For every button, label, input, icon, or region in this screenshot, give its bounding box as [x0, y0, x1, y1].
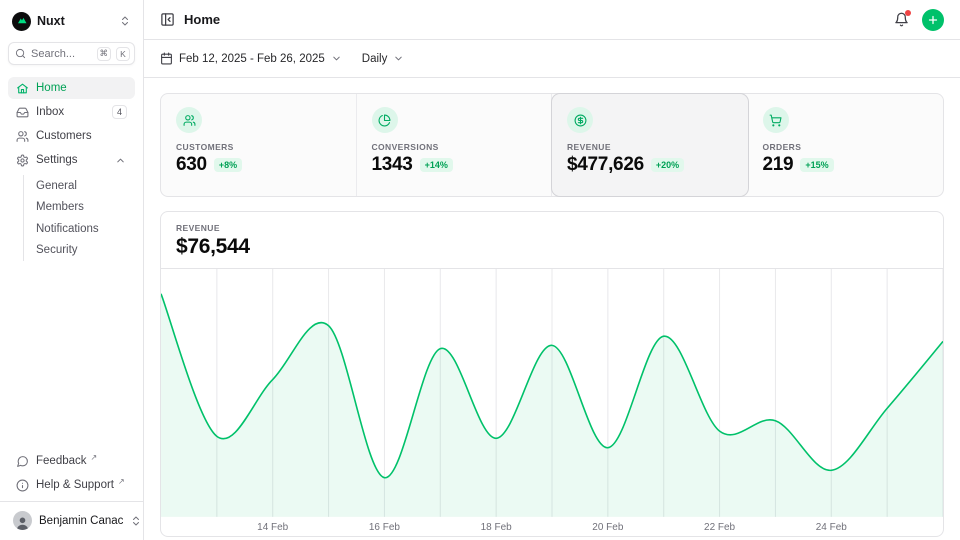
date-range-value: Feb 12, 2025 - Feb 26, 2025	[179, 52, 325, 65]
panel-left-close-icon	[161, 13, 174, 26]
x-tick-label: 18 Feb	[481, 522, 512, 533]
header-left: Home	[160, 12, 220, 27]
workspace-name: Nuxt	[37, 14, 65, 28]
search-placeholder: Search...	[31, 47, 76, 60]
stat-card-customers[interactable]: CUSTOMERS 630 +8%	[161, 94, 357, 196]
sidebar-footer-links: Feedback ↗ Help & Support ↗	[0, 450, 143, 501]
stat-card-conversions[interactable]: CONVERSIONS 1343 +14%	[357, 94, 552, 196]
revenue-chart-svg: 14 Feb 16 Feb 18 Feb 20 Feb 22 Feb 24 Feb	[161, 269, 943, 533]
stat-label: ORDERS	[762, 142, 802, 152]
x-tick-label: 22 Feb	[704, 522, 735, 533]
circle-dollar-icon	[574, 114, 586, 126]
x-tick-label: 16 Feb	[369, 522, 400, 533]
user-menu[interactable]: Benjamin Canac	[8, 509, 140, 532]
message-bubble-icon	[17, 455, 28, 467]
users-icon	[183, 114, 195, 126]
sidebar-nav: Home Inbox 4 Customers Settings General …	[0, 65, 143, 261]
change-badge: +20%	[650, 158, 685, 172]
inbox-count-badge: 4	[111, 104, 127, 120]
stats-row: CUSTOMERS 630 +8% CONVERSIONS 1343 +14%	[160, 93, 944, 197]
header-right	[894, 8, 944, 31]
page-header: Home	[144, 0, 960, 40]
change-badge: +14%	[419, 158, 453, 172]
revenue-chart-card: REVENUE $76,544 14 Feb 16 Feb 18 Feb 20 Feb…	[160, 211, 944, 537]
stat-value: 630	[176, 154, 207, 175]
sidebar-item-home[interactable]: Home	[8, 77, 135, 99]
stat-label: CONVERSIONS	[371, 142, 439, 152]
user-avatar	[13, 511, 32, 530]
gear-icon	[17, 154, 28, 166]
stat-value: 219	[762, 154, 794, 175]
period-value: Daily	[361, 52, 388, 65]
feedback-link[interactable]: Feedback ↗	[8, 450, 135, 472]
chevrons-up-down-icon	[119, 15, 131, 27]
date-range-picker[interactable]: Feb 12, 2025 - Feb 26, 2025	[160, 52, 342, 65]
sidebar-item-settings[interactable]: Settings	[8, 149, 135, 171]
area-fill	[161, 293, 943, 517]
chevron-down-icon	[333, 56, 340, 61]
stat-label: CUSTOMERS	[176, 142, 234, 152]
stat-card-orders[interactable]: ORDERS 219 +15%	[748, 94, 944, 196]
home-icon	[17, 83, 28, 93]
area-line	[161, 293, 943, 479]
period-select[interactable]: Daily	[362, 53, 405, 65]
search-input[interactable]: Search... ⌘ K	[8, 42, 135, 65]
chevron-down-icon	[395, 56, 403, 61]
sidebar-user-section: Benjamin Canac	[0, 501, 143, 540]
external-link-icon: ↗	[118, 477, 125, 486]
change-badge: +15%	[800, 158, 834, 172]
change-badge: +8%	[213, 158, 243, 172]
stat-value: $477,626	[567, 154, 644, 175]
chevron-up-icon	[117, 158, 124, 162]
sidebar-spacer	[0, 261, 143, 450]
sidebar-item-inbox[interactable]: Inbox 4	[8, 101, 135, 123]
main-area: Home Feb 12, 2025 - Feb 26, 2025 Daily	[144, 0, 960, 540]
sidebar: Nuxt Search... ⌘ K Home Inbox 4	[0, 0, 144, 540]
calendar-icon	[161, 52, 172, 65]
collapse-sidebar-button[interactable]	[160, 12, 175, 27]
sidebar-top: Nuxt Search... ⌘ K	[0, 0, 143, 65]
cmd-keycap: ⌘	[96, 46, 111, 61]
notification-dot	[905, 10, 911, 16]
bell-icon	[895, 12, 908, 27]
inbox-icon	[16, 107, 29, 117]
notifications-button[interactable]	[894, 10, 911, 27]
workspace-selector[interactable]: Nuxt	[8, 8, 135, 34]
cart-icon	[769, 114, 782, 126]
users-icon	[16, 130, 29, 142]
filters-toolbar: Feb 12, 2025 - Feb 26, 2025 Daily	[144, 40, 960, 78]
stat-label: REVENUE	[567, 142, 611, 152]
help-support-link[interactable]: Help & Support ↗	[8, 474, 135, 496]
external-link-icon: ↗	[90, 453, 98, 462]
sidebar-item-security[interactable]: Security	[36, 244, 78, 257]
x-tick-label: 24 Feb	[816, 522, 847, 533]
stat-card-revenue[interactable]: REVENUE $477,626 +20%	[552, 94, 748, 196]
x-tick-label: 14 Feb	[257, 522, 288, 533]
k-keycap: K	[116, 46, 130, 61]
page-title: Home	[184, 12, 221, 27]
chart-header: REVENUE $76,544	[161, 212, 943, 269]
chart-total-value: $76,544	[176, 235, 250, 258]
x-tick-label: 20 Feb	[592, 522, 623, 533]
stat-value: 1343	[371, 154, 413, 175]
chart-pie-icon	[378, 114, 391, 126]
sidebar-item-members[interactable]: Members	[36, 201, 84, 214]
search-icon	[15, 48, 26, 59]
chart-title: REVENUE	[176, 223, 220, 233]
add-button[interactable]	[922, 8, 944, 31]
user-name: Benjamin Canac	[39, 514, 124, 527]
sidebar-item-notifications[interactable]: Notifications	[36, 222, 99, 235]
sidebar-item-customers[interactable]: Customers	[8, 125, 135, 147]
info-circle-icon	[16, 479, 29, 491]
nuxt-logo-icon	[12, 11, 31, 31]
chevrons-up-down-icon	[130, 515, 142, 527]
sidebar-item-general[interactable]: General	[36, 179, 77, 192]
settings-submenu: General Members Notifications Security	[23, 175, 135, 261]
dashboard-content: CUSTOMERS 630 +8% CONVERSIONS 1343 +14%	[144, 78, 960, 540]
revenue-area-chart[interactable]: 14 Feb 16 Feb 18 Feb 20 Feb 22 Feb 24 Feb	[161, 269, 943, 536]
plus-icon	[928, 15, 938, 24]
